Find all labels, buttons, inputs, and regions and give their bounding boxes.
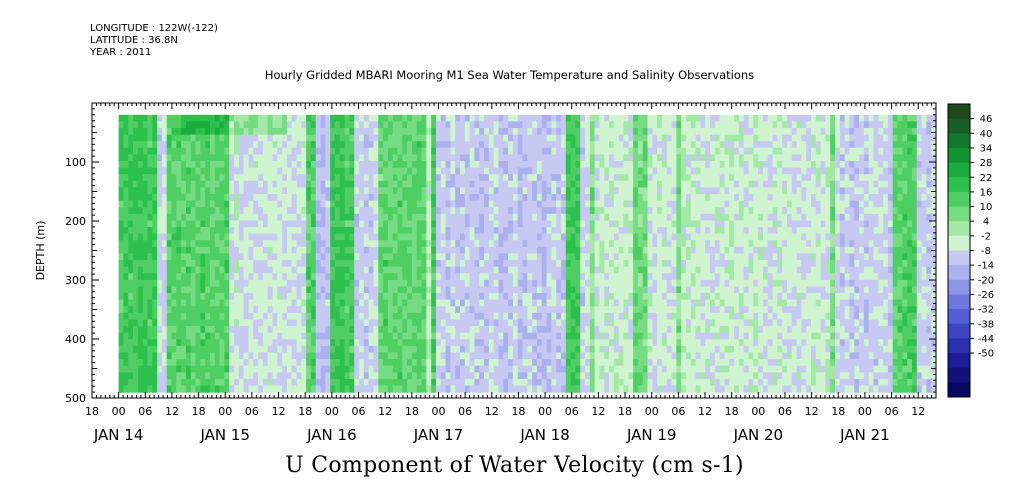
x-hour-label: 06 bbox=[458, 405, 472, 418]
x-hour-label: 18 bbox=[85, 405, 99, 418]
colorbar-label: 28 bbox=[980, 158, 993, 169]
colorbar-label: 46 bbox=[980, 114, 993, 125]
colorbar-swatch bbox=[948, 250, 970, 266]
colorbar-swatch bbox=[948, 162, 970, 178]
x-hour-label: 12 bbox=[911, 405, 925, 418]
colorbar-label: 34 bbox=[980, 143, 993, 154]
x-hour-label: 00 bbox=[645, 405, 659, 418]
x-day-label: JAN 15 bbox=[200, 426, 251, 444]
colorbar-label: -44 bbox=[978, 334, 994, 345]
colorbar-label: 4 bbox=[983, 217, 989, 228]
x-hour-label: 06 bbox=[671, 405, 685, 418]
colorbar-swatch bbox=[948, 206, 970, 222]
colorbar-label: 16 bbox=[980, 187, 993, 198]
x-hour-label: 12 bbox=[805, 405, 819, 418]
colorbar-swatch bbox=[948, 353, 970, 369]
x-hour-label: 06 bbox=[245, 405, 259, 418]
x-hour-label: 00 bbox=[858, 405, 872, 418]
colorbar-label: 10 bbox=[980, 202, 993, 213]
colorbar-swatch bbox=[948, 147, 970, 164]
y-tick-label: 500 bbox=[65, 392, 86, 405]
x-hour-label: 12 bbox=[591, 405, 605, 418]
x-hour-label: 12 bbox=[698, 405, 712, 418]
colorbar-swatch bbox=[948, 104, 970, 120]
x-hour-label: 18 bbox=[511, 405, 525, 418]
y-tick-label: 400 bbox=[65, 333, 86, 346]
x-hour-label: 06 bbox=[352, 405, 366, 418]
x-hour-label: 12 bbox=[165, 405, 179, 418]
colorbar-swatch bbox=[948, 367, 970, 383]
x-day-label: JAN 20 bbox=[733, 426, 784, 444]
x-hour-label: 18 bbox=[725, 405, 739, 418]
x-hour-label: 06 bbox=[565, 405, 579, 418]
metadata-block: LONGITUDE : 122W(-122) LATITUDE : 36.8N … bbox=[90, 23, 218, 59]
x-day-label: JAN 14 bbox=[93, 426, 144, 444]
year-label: YEAR : 2011 bbox=[90, 47, 152, 58]
heatmap-field bbox=[118, 114, 937, 393]
colorbar-swatch bbox=[948, 323, 970, 339]
x-day-label: JAN 21 bbox=[839, 426, 890, 444]
colorbar-label: -38 bbox=[978, 319, 994, 330]
colorbar-label: -50 bbox=[978, 349, 994, 360]
x-hour-label: 18 bbox=[831, 405, 845, 418]
variable-title: U Component of Water Velocity (cm s-1) bbox=[285, 453, 744, 478]
x-hour-label: 00 bbox=[325, 405, 339, 418]
x-hour-label: 12 bbox=[378, 405, 392, 418]
colorbar-swatch bbox=[948, 191, 970, 208]
colorbar-swatch bbox=[948, 382, 970, 398]
x-day-label: JAN 16 bbox=[306, 426, 357, 444]
x-hour-label: 00 bbox=[751, 405, 765, 418]
x-day-label: JAN 17 bbox=[413, 426, 464, 444]
x-hour-label: 00 bbox=[218, 405, 232, 418]
colorbar-swatch bbox=[948, 265, 970, 281]
longitude-label: LONGITUDE : 122W(-122) bbox=[90, 23, 218, 34]
colorbar-label: -14 bbox=[978, 261, 994, 272]
colorbar-swatch bbox=[948, 338, 970, 354]
x-hour-label: 18 bbox=[618, 405, 632, 418]
colorbar-label: 22 bbox=[980, 173, 993, 184]
x-hour-label: 12 bbox=[272, 405, 286, 418]
x-hour-label: 06 bbox=[138, 405, 152, 418]
colorbar-label: -32 bbox=[978, 305, 994, 316]
x-hour-label: 00 bbox=[431, 405, 445, 418]
colorbar-swatch bbox=[948, 221, 970, 237]
x-hour-label: 00 bbox=[538, 405, 552, 418]
x-hour-label: 18 bbox=[192, 405, 206, 418]
chart-title: Hourly Gridded MBARI Mooring M1 Sea Wate… bbox=[264, 68, 755, 82]
x-hour-label: 12 bbox=[485, 405, 499, 418]
colorbar-swatch bbox=[948, 133, 970, 149]
y-axis-label: DEPTH (m) bbox=[34, 221, 47, 281]
colorbar-label: -2 bbox=[981, 231, 991, 242]
colorbar-swatch bbox=[948, 235, 970, 251]
x-hour-label: 18 bbox=[405, 405, 419, 418]
x-day-label: JAN 19 bbox=[626, 426, 677, 444]
latitude-label: LATITUDE : 36.8N bbox=[90, 35, 178, 46]
x-hour-label: 06 bbox=[778, 405, 792, 418]
y-tick-label: 200 bbox=[65, 215, 86, 228]
colorbar-label: -8 bbox=[981, 246, 991, 257]
colorbar-swatch bbox=[948, 177, 970, 193]
y-tick-label: 300 bbox=[65, 274, 86, 287]
colorbar-swatch bbox=[948, 309, 970, 325]
colorbar-swatch bbox=[948, 294, 970, 310]
colorbar-swatch bbox=[948, 118, 970, 134]
colorbar-label: -20 bbox=[978, 275, 994, 286]
colorbar-swatch bbox=[948, 279, 970, 295]
colorbar-label: 40 bbox=[980, 129, 993, 140]
x-hour-label: 00 bbox=[112, 405, 126, 418]
x-day-label: JAN 18 bbox=[519, 426, 570, 444]
colorbar-label: -26 bbox=[978, 290, 994, 301]
x-hour-label: 06 bbox=[885, 405, 899, 418]
x-hour-label: 18 bbox=[298, 405, 312, 418]
y-tick-label: 100 bbox=[65, 156, 86, 169]
